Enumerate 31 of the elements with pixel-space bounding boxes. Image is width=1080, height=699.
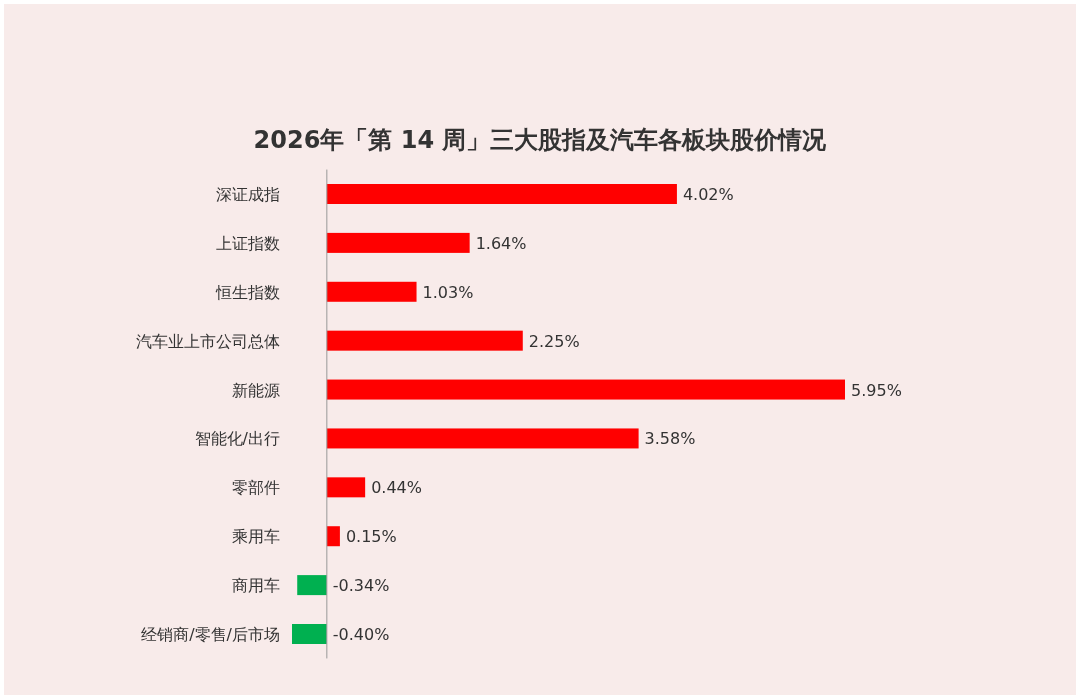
- bar: [326, 526, 340, 547]
- bar: [326, 428, 639, 449]
- bar: [297, 575, 327, 596]
- data-label: 0.15%: [345, 527, 397, 547]
- data-label: 2.25%: [528, 331, 580, 351]
- data-label: 1.64%: [475, 233, 527, 253]
- data-label: 3.58%: [644, 429, 696, 449]
- data-label: 1.03%: [422, 282, 474, 302]
- bar: [292, 624, 327, 644]
- bar: [326, 281, 417, 302]
- y-tick-label: 上证指数: [216, 233, 280, 253]
- chart-title: 2026年「第 14 周」三大股指及汽车各板块股价情况: [253, 126, 828, 154]
- data-label: -0.40%: [332, 625, 390, 644]
- y-tick-label: 商用车: [232, 576, 280, 596]
- y-tick-label: 零部件: [232, 478, 280, 498]
- bar: [326, 477, 366, 498]
- data-label: 0.44%: [371, 478, 422, 498]
- y-tick-label: 乘用车: [232, 527, 280, 547]
- y-tick-label: 汽车业上市公司总体: [136, 331, 280, 351]
- bar: [326, 379, 845, 400]
- y-tick-label: 新能源: [232, 380, 280, 400]
- data-label: -0.34%: [332, 576, 390, 596]
- y-tick-label: 智能化/出行: [194, 429, 280, 449]
- y-tick-label: 恒生指数: [215, 282, 280, 302]
- y-tick-label: 深证成指: [216, 185, 280, 204]
- bar: [326, 184, 677, 204]
- data-label: 4.02%: [682, 185, 734, 204]
- bar: [326, 232, 470, 253]
- y-tick-label: 经销商/零售/后市场: [141, 625, 280, 644]
- bar: [326, 330, 523, 351]
- data-label: 5.95%: [851, 380, 902, 400]
